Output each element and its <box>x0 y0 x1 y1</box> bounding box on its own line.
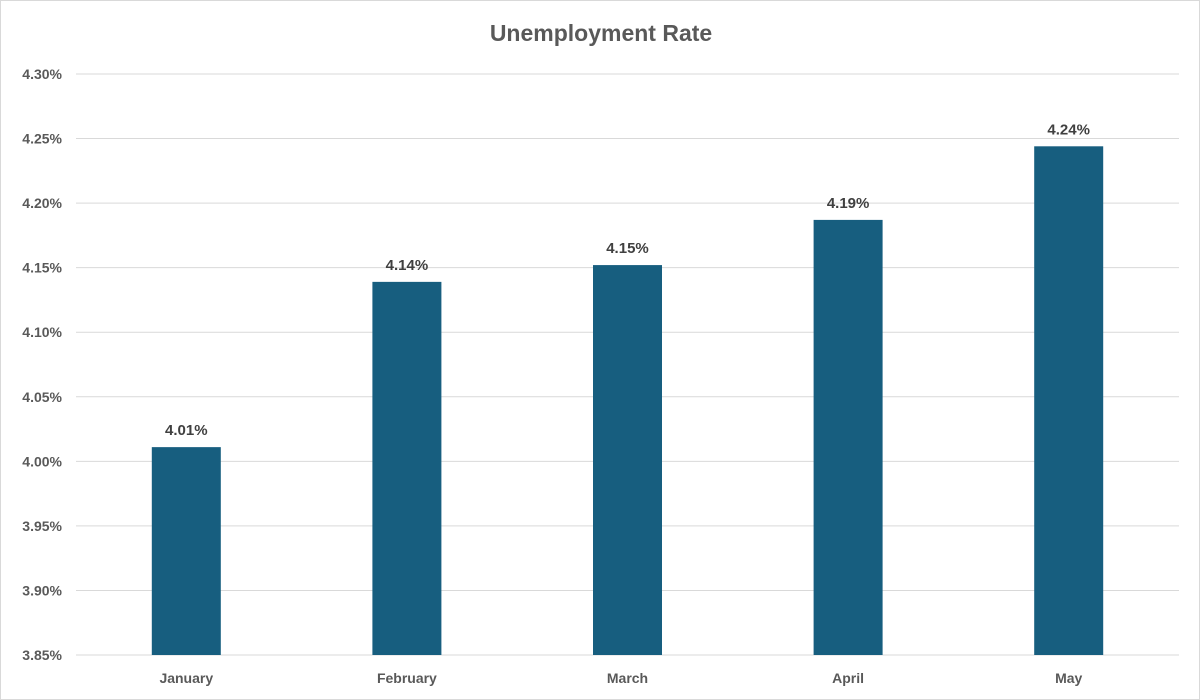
y-tick-label: 4.05% <box>22 389 62 405</box>
y-tick-label: 3.90% <box>22 582 62 598</box>
data-label: 4.14% <box>386 257 429 274</box>
y-tick-label: 4.30% <box>22 66 62 82</box>
data-labels: 4.01% 4.14% 4.15% 4.19% 4.24% <box>165 121 1090 439</box>
data-label: 4.19% <box>827 195 870 212</box>
y-tick-label: 4.20% <box>22 195 62 211</box>
bar-february <box>372 281 442 655</box>
chart-title: Unemployment Rate <box>490 20 712 46</box>
x-category-label: March <box>607 670 648 686</box>
y-tick-label: 3.95% <box>22 518 62 534</box>
x-axis-categories: January February March April May <box>159 670 1082 686</box>
y-tick-label: 4.00% <box>22 453 62 469</box>
y-tick-label: 4.25% <box>22 131 62 147</box>
y-tick-label: 4.15% <box>22 260 62 276</box>
data-label: 4.24% <box>1047 121 1090 138</box>
bar-april <box>813 219 883 655</box>
y-tick-label: 4.10% <box>22 324 62 340</box>
y-axis-ticks: 3.85% 3.90% 3.95% 4.00% 4.05% 4.10% 4.15% 4.20%… <box>22 66 62 663</box>
x-category-label: April <box>832 670 864 686</box>
bar-may <box>1034 146 1104 655</box>
data-label: 4.01% <box>165 422 208 439</box>
bars <box>151 146 1104 655</box>
x-category-label: February <box>377 670 437 686</box>
x-category-label: January <box>159 670 213 686</box>
bar-march <box>593 265 662 655</box>
y-tick-label: 3.85% <box>22 647 62 663</box>
data-label: 4.15% <box>606 240 649 257</box>
bar-january <box>151 447 221 655</box>
x-category-label: May <box>1055 670 1082 686</box>
